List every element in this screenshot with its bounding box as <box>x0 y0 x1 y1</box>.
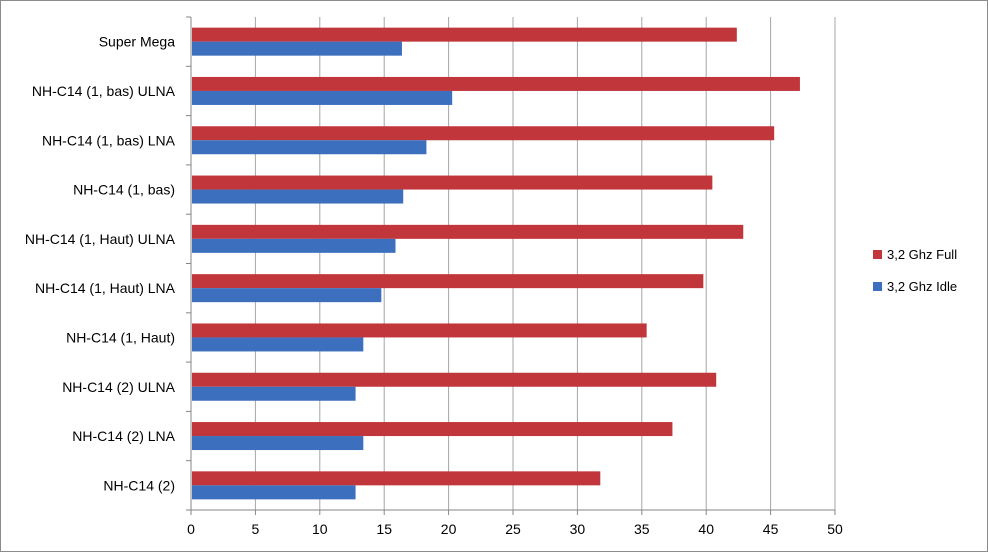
bar-full <box>192 274 704 289</box>
category-label: NH-C14 (2) LNA <box>72 428 175 444</box>
bar-idle <box>192 337 364 352</box>
x-tick-label: 50 <box>827 521 843 537</box>
x-tick-label: 10 <box>312 521 328 537</box>
bar-full <box>192 224 744 239</box>
category-label: NH-C14 (2) ULNA <box>62 379 175 395</box>
category-label: NH-C14 (1, bas) <box>73 182 175 198</box>
x-tick-labels: 0 5 10 15 20 25 30 35 40 45 50 <box>187 521 843 537</box>
legend: 3,2 Ghz Full 3,2 Ghz Idle <box>873 247 957 294</box>
bar-full <box>192 27 737 42</box>
bar-full <box>192 471 601 486</box>
bar-full <box>192 372 717 387</box>
x-tick-label: 20 <box>441 521 457 537</box>
category-label: NH-C14 (2) <box>103 477 175 493</box>
bar-full <box>192 422 673 437</box>
axes <box>186 16 836 515</box>
bar-idle <box>192 189 404 204</box>
bars <box>192 27 800 500</box>
bar-full <box>192 76 800 91</box>
legend-swatch <box>873 250 882 259</box>
legend-label: 3,2 Ghz Full <box>887 247 957 262</box>
x-tick-label: 0 <box>187 521 195 537</box>
category-label: Super Mega <box>99 34 175 50</box>
category-label: NH-C14 (1, Haut) LNA <box>35 280 176 296</box>
bar-idle <box>192 485 356 500</box>
bar-full <box>192 175 713 190</box>
x-tick-label: 25 <box>505 521 521 537</box>
bar-idle <box>192 288 382 303</box>
x-tick-label: 40 <box>698 521 714 537</box>
category-label: NH-C14 (1, bas) LNA <box>42 132 176 148</box>
bar-idle <box>192 436 364 451</box>
x-tick-label: 45 <box>763 521 779 537</box>
x-tick-label: 15 <box>376 521 392 537</box>
legend-label: 3,2 Ghz Idle <box>887 279 957 294</box>
category-label: NH-C14 (1, Haut) ULNA <box>25 231 176 247</box>
bar-idle <box>192 238 396 253</box>
x-tick-label: 30 <box>570 521 586 537</box>
category-label: NH-C14 (1, Haut) <box>66 329 175 345</box>
bar-idle <box>192 41 402 56</box>
x-tick-label: 35 <box>634 521 650 537</box>
category-labels: NH-C14 (2) NH-C14 (2) LNA NH-C14 (2) ULNA N… <box>25 34 176 494</box>
category-label: NH-C14 (1, bas) ULNA <box>32 83 176 99</box>
bar-idle <box>192 386 356 401</box>
x-tick-label: 5 <box>252 521 260 537</box>
bar-full <box>192 323 647 338</box>
bar-full <box>192 126 775 141</box>
bar-idle <box>192 140 427 155</box>
legend-swatch <box>873 282 882 291</box>
bar-idle <box>192 90 453 105</box>
